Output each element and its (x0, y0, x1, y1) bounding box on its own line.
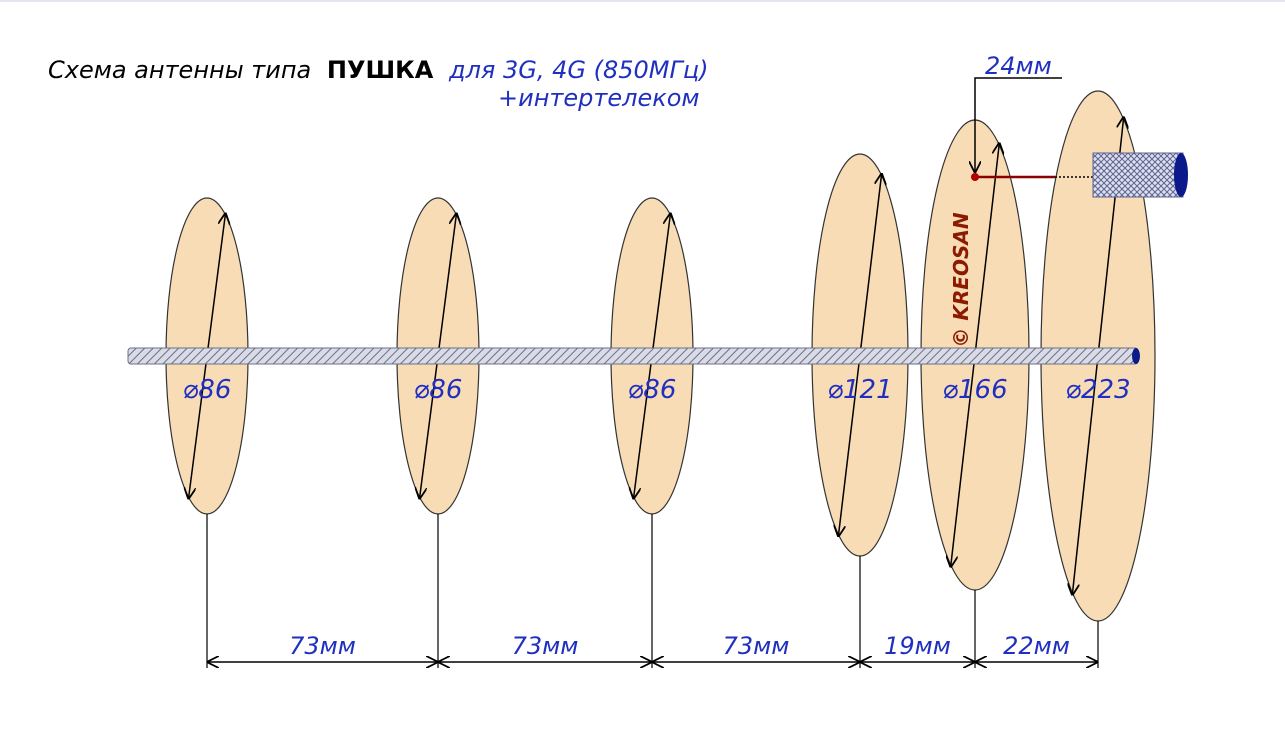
disc-label: ⌀121 (827, 375, 892, 405)
disc-labels: ⌀86 ⌀86 ⌀86 ⌀121 ⌀166 ⌀223 (183, 375, 1131, 405)
spacing-label: 73мм (723, 632, 790, 660)
title-prefix: Схема антенны типа (48, 56, 311, 84)
spacing-label: 19мм (884, 632, 951, 660)
spacing-label: 22мм (1003, 632, 1070, 660)
coax-end (1174, 153, 1188, 197)
disc-label: ⌀223 (1065, 375, 1130, 405)
title-line2: +интертелеком (498, 84, 700, 112)
spacing-label: 73мм (289, 632, 356, 660)
disc-label: ⌀166 (942, 375, 1007, 405)
offset-arrow (975, 77, 1062, 172)
disc-label: ⌀86 (414, 375, 463, 405)
disc-label: ⌀86 (628, 375, 677, 405)
rod-end (1132, 348, 1140, 364)
title: Схема антенны типа ПУШКА для 3G, 4G (850… (48, 56, 709, 84)
coax-cable (1092, 152, 1184, 198)
dimensions: 73мм 73мм 73мм 19мм 22мм (206, 514, 1099, 668)
title-suffix: для 3G, 4G (850МГц) (448, 56, 709, 84)
disc-label: ⌀86 (183, 375, 232, 405)
feed-offset-label: 24мм (985, 52, 1052, 80)
watermark: © KREOSAN (949, 212, 973, 347)
spacing-label: 73мм (512, 632, 579, 660)
boom-rod (127, 347, 1139, 365)
feed-point (971, 173, 979, 181)
title-bold: ПУШКА (327, 56, 434, 84)
